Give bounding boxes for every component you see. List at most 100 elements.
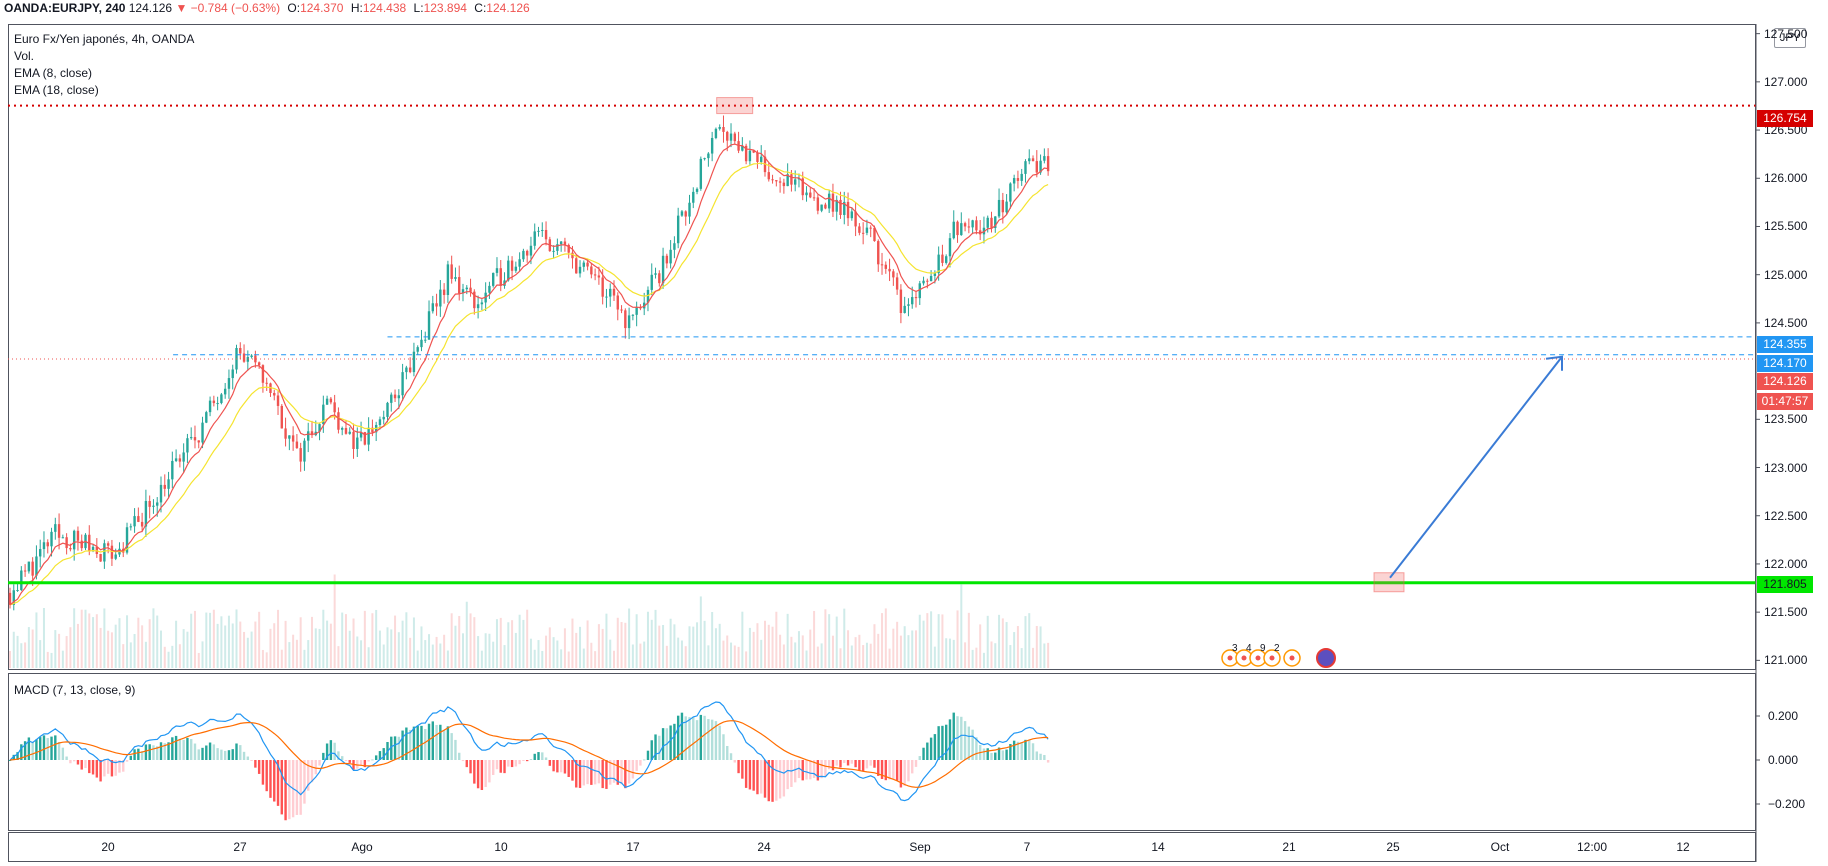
candle-body [408, 367, 412, 373]
candle-body [643, 302, 646, 309]
volume-bar [967, 612, 970, 668]
volume-bar [782, 644, 785, 668]
macd-histogram-bar [824, 760, 827, 777]
volume-bar [714, 628, 717, 668]
candle-body [827, 193, 831, 209]
candle-body [178, 458, 182, 462]
macd-histogram-bar [246, 756, 250, 760]
volume-bar [809, 629, 812, 668]
macd-histogram-bar [778, 760, 782, 799]
macd-histogram-bar [156, 746, 159, 760]
candle-body [57, 524, 61, 538]
candle-body [748, 150, 752, 162]
volume-bar [269, 628, 272, 668]
candle-body [54, 524, 57, 532]
date-tick-label: 27 [233, 840, 247, 854]
candle-body [495, 268, 499, 273]
macd-histogram-bar [831, 760, 835, 771]
candle-body [20, 570, 23, 591]
macd-histogram-bar [858, 760, 861, 771]
macd-histogram-bar [650, 740, 653, 760]
volume-bar [631, 644, 634, 668]
candle-body [593, 274, 597, 276]
event-marker-count[interactable]: 3 [1232, 643, 1238, 654]
candle-body [42, 542, 46, 550]
macd-histogram-bar [960, 716, 963, 760]
volume-bar [477, 636, 480, 668]
candle-body [303, 440, 306, 462]
candle-body [850, 211, 854, 219]
volume-bar [548, 627, 551, 668]
macd-histogram-bar [1028, 739, 1031, 760]
macd-histogram-bar [61, 747, 65, 760]
candle-body [420, 339, 423, 348]
currency-badge[interactable]: JPY [1774, 28, 1806, 48]
price-tick-label: 127.500 [1764, 26, 1808, 41]
candle-body [1020, 173, 1023, 181]
candle-body [729, 133, 733, 141]
macd-histogram-bar [790, 760, 793, 787]
event-marker-count[interactable]: 9 [1260, 643, 1266, 654]
macd-histogram-bar [80, 760, 83, 770]
volume-bar [76, 623, 79, 668]
volume-bar [990, 641, 993, 668]
candle-body [563, 241, 567, 245]
volume-bar [624, 622, 627, 668]
resistance-highlight [716, 97, 754, 115]
event-marker-count[interactable]: 4 [1246, 643, 1252, 654]
macd-histogram-bar [137, 748, 140, 760]
macd-histogram-bar [880, 760, 884, 780]
candle-body [133, 516, 136, 527]
candle-body [752, 150, 755, 153]
volume-bar [797, 631, 800, 668]
volume-bar [960, 584, 963, 668]
volume-bar [401, 620, 404, 668]
macd-histogram-bar [729, 753, 733, 760]
candle-body [299, 448, 302, 462]
volume-bar [730, 642, 733, 668]
volume-bar [182, 629, 185, 668]
macd-histogram-bar [1016, 741, 1020, 760]
candle-body [197, 440, 200, 443]
volume-bar [103, 608, 106, 668]
macd-histogram-bar [163, 743, 166, 760]
macd-histogram-bar [967, 726, 971, 760]
candle-body [699, 158, 703, 189]
volume-bar [409, 637, 412, 668]
macd-histogram-bar [1024, 739, 1027, 760]
volume-bar [363, 610, 366, 668]
macd-histogram-bar [344, 760, 348, 762]
volume-bar [375, 609, 378, 668]
projection-arrow [1389, 356, 1563, 579]
symbol-interval[interactable]: OANDA:EURJPY, 240 [4, 1, 126, 15]
macd-histogram-bar [548, 760, 552, 766]
ema-slow-legend[interactable]: EMA (18, close) [14, 83, 99, 97]
volume-bar [224, 625, 227, 668]
macd-legend[interactable]: MACD (7, 13, close, 9) [14, 683, 136, 697]
volume-legend[interactable]: Vol. [14, 49, 35, 63]
candle-body [556, 244, 559, 251]
candle-body [325, 398, 329, 405]
candle-body [722, 126, 725, 132]
candle-body [1028, 158, 1031, 162]
macd-histogram-bar [624, 760, 627, 789]
macd-histogram-bar [416, 725, 419, 760]
projection-arrowhead [1545, 355, 1563, 371]
price-tick-label: 121.000 [1764, 653, 1808, 668]
volume-bar [952, 639, 955, 668]
candle-body [416, 347, 419, 352]
volume-bar [982, 652, 985, 668]
macd-histogram-bar [329, 740, 333, 760]
candle-body [620, 309, 623, 311]
candle-body [329, 398, 333, 403]
volume-bar [39, 640, 42, 668]
volume-bar [533, 649, 536, 668]
ema-fast-legend[interactable]: EMA (8, close) [14, 66, 93, 80]
macd-histogram-bar [718, 725, 721, 760]
volume-bar [231, 623, 234, 668]
event-marker-count[interactable]: 2 [1274, 643, 1280, 654]
volume-bar [133, 633, 136, 668]
candle-body [492, 272, 495, 286]
volume-bar [246, 637, 249, 668]
